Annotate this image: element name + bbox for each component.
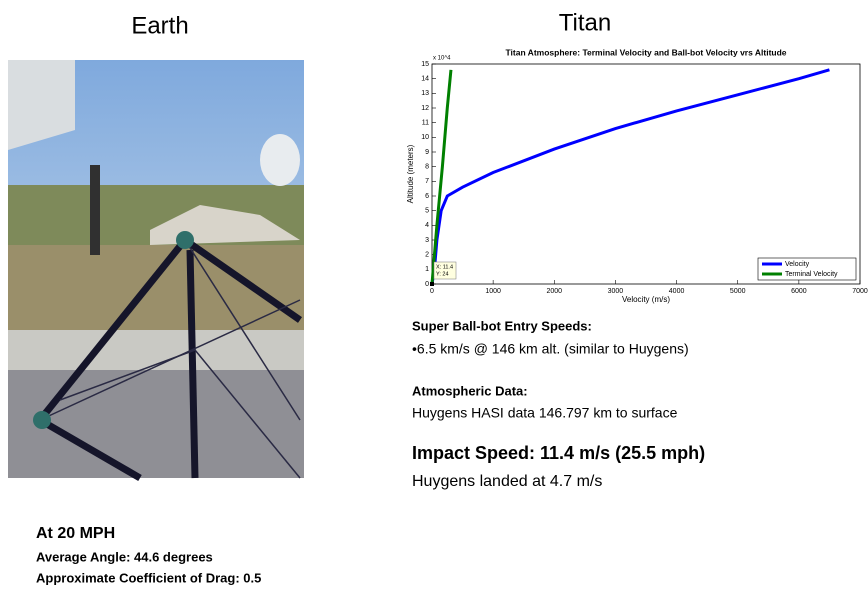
- x-tick-label: 5000: [730, 288, 746, 295]
- text-blocks: At 20 MPH Average Angle: 44.6 degrees Appr…: [36, 318, 705, 585]
- legend-label: Terminal Velocity: [785, 271, 838, 278]
- y-tick-label: 11: [422, 120, 429, 127]
- y-tick-label: 7: [425, 178, 429, 185]
- plot-area: [431, 63, 861, 285]
- section-line: Huygens landed at 4.7 m/s: [412, 473, 602, 490]
- text-line: Average Angle: 44.6 degrees: [36, 549, 213, 564]
- titan-title: Titan: [559, 9, 611, 36]
- heading: At 20 MPH: [36, 525, 115, 542]
- y-tick-label: 3: [425, 237, 429, 244]
- y-tick-label: 1: [425, 266, 429, 273]
- y-tick-label: 10: [421, 134, 429, 141]
- legend-label: Velocity: [785, 261, 810, 268]
- datatip: [433, 261, 457, 280]
- y-tick-label: 13: [421, 90, 429, 97]
- y-axis-label: Altitude (meters): [406, 144, 415, 203]
- y-multiplier: x 10^4: [433, 56, 451, 62]
- y-tick-label: 12: [421, 105, 429, 112]
- x-tick-label: 0: [430, 288, 434, 295]
- chart-title: Titan Atmosphere: Terminal Velocity and …: [505, 47, 786, 57]
- chart: Titan Atmosphere: Terminal Velocity and …: [406, 47, 868, 304]
- earth-title: Earth: [131, 12, 188, 39]
- series-line: [430, 69, 453, 285]
- section-heading: Impact Speed: 11.4 m/s (25.5 mph): [412, 443, 705, 463]
- datatip-text: X: 11.4: [436, 264, 453, 270]
- x-tick-label: 1000: [485, 288, 501, 295]
- x-tick-label: 3000: [608, 288, 624, 295]
- datatip-text: Y: 24: [436, 271, 449, 277]
- section-line: Huygens HASI data 146.797 km to surface: [412, 405, 678, 421]
- section-heading: Super Ball-bot Entry Speeds:: [412, 318, 592, 333]
- y-tick-label: 6: [425, 193, 429, 200]
- legend-box: [757, 257, 857, 281]
- photo: [8, 60, 304, 482]
- x-tick-label: 2000: [546, 288, 562, 295]
- datatip-marker: [430, 282, 434, 286]
- y-tick-label: 2: [425, 252, 429, 259]
- x-tick-label: 6000: [791, 288, 807, 295]
- section-line: •6.5 km/s @ 146 km alt. (similar to Huyg…: [412, 341, 689, 357]
- text-line: Approximate Coefficient of Drag: 0.5: [36, 570, 261, 585]
- section-heading: Atmospheric Data:: [412, 383, 528, 398]
- y-tick-label: 5: [425, 208, 429, 215]
- y-tick-label: 8: [425, 164, 429, 171]
- x-tick-label: 4000: [669, 288, 685, 295]
- y-tick-label: 15: [421, 61, 429, 68]
- y-tick-label: 4: [425, 222, 429, 229]
- y-tick-label: 14: [421, 76, 429, 83]
- y-tick-label: 9: [425, 149, 429, 156]
- y-tick-label: 0: [425, 281, 429, 288]
- x-tick-label: 7000: [852, 288, 868, 295]
- x-axis-label: Velocity (m/s): [622, 295, 670, 304]
